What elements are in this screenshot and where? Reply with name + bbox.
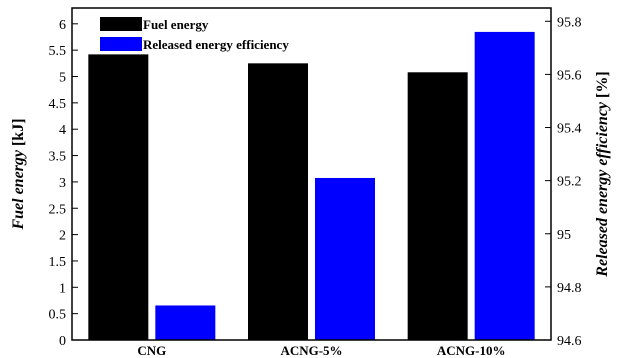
right-tick-label: 94.8	[557, 281, 582, 296]
bar-released-energy-efficiency-cng	[155, 305, 216, 340]
y-axis-left-title: Fuel energy [kJ]	[10, 118, 27, 230]
category-label-acng-5: ACNG-5%	[280, 343, 342, 358]
bar-released-energy-efficiency-acng-10	[474, 31, 535, 341]
left-tick-label: 1	[59, 281, 66, 296]
left-tick-label: 3	[59, 176, 66, 191]
left-tick-label: 3.5	[49, 150, 67, 165]
y-axis-right-title-unit: [%]	[594, 71, 611, 102]
bar-fuel-energy-cng	[88, 54, 149, 340]
right-tick-label: 95.4	[557, 122, 582, 137]
category-axis: CNG ACNG-5% ACNG-10%	[137, 343, 505, 358]
left-tick-label: 6	[59, 18, 66, 33]
bar-released-energy-efficiency-acng-5	[315, 177, 375, 340]
right-axis: 94.6 94.8 95 95.2 95.4 95.6 95.8	[545, 15, 582, 349]
y-axis-left-title-name: Fuel energy	[10, 149, 27, 230]
plot-frame	[71, 7, 552, 341]
right-tick-label: 95	[557, 228, 571, 243]
left-tick-label: 0	[59, 334, 66, 349]
left-axis: 0 0.5 1 1.5 2 2.5 3 3.5 4 4.5 5 5.5 6	[49, 18, 78, 349]
category-label-cng: CNG	[137, 343, 166, 358]
bars-group	[88, 31, 535, 341]
right-tick-label: 95.6	[557, 68, 582, 83]
legend-swatch-fuel-energy	[100, 17, 142, 31]
legend-swatch-released-energy-efficiency	[100, 37, 142, 51]
left-tick-label: 1.5	[49, 255, 67, 270]
bar-fuel-energy-acng-10	[407, 72, 468, 341]
right-tick-label: 95.2	[557, 175, 582, 190]
legend: Fuel energy Released energy efficiency	[100, 17, 289, 52]
left-tick-label: 2.5	[49, 202, 67, 217]
left-tick-label: 0.5	[49, 308, 67, 323]
category-label-acng-10: ACNG-10%	[437, 343, 506, 358]
bar-fuel-energy-acng-5	[248, 63, 308, 340]
left-tick-label: 4.5	[49, 97, 67, 112]
legend-label-released-energy-efficiency: Released energy efficiency	[143, 37, 289, 52]
left-tick-label: 5.5	[49, 44, 67, 59]
left-tick-label: 2	[59, 229, 66, 244]
y-axis-right-title-name: Released energy efficiency	[594, 101, 611, 278]
right-tick-label: 95.8	[557, 15, 582, 30]
left-tick-label: 4	[59, 123, 66, 138]
right-tick-label: 94.6	[557, 334, 582, 349]
y-axis-right-title: Released energy efficiency [%]	[594, 71, 611, 277]
y-axis-left-title-unit: [kJ]	[10, 118, 27, 150]
legend-label-fuel-energy: Fuel energy	[143, 17, 209, 32]
left-tick-label: 5	[59, 71, 66, 86]
